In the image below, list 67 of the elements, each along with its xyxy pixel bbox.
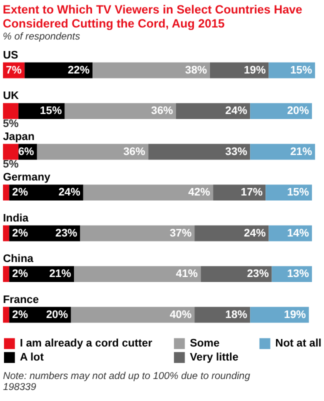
legend-label: Not at all (275, 338, 322, 350)
data-label: 36% (151, 105, 174, 118)
data-label: 19% (284, 308, 306, 321)
data-label: 42% (188, 186, 210, 199)
data-label: 7% (6, 64, 22, 76)
bar (36, 144, 148, 160)
data-label: 20% (287, 105, 310, 118)
data-label: 15% (40, 105, 62, 118)
chart-subtitle: % of respondents (2, 31, 80, 42)
bar (148, 144, 250, 160)
data-label: 15% (287, 186, 310, 199)
data-label: 24% (225, 105, 248, 118)
bar (83, 184, 214, 200)
legend-label: Some (190, 338, 220, 350)
y-tick-label: Germany (2, 172, 52, 184)
data-label: 33% (225, 146, 248, 158)
y-tick-label: India (2, 212, 30, 224)
data-label: 5% (2, 158, 19, 171)
text: Note: numbers may not add up to 100% due to rounding (2, 370, 251, 382)
data-label: 2% (12, 186, 28, 199)
data-label: 5% (2, 118, 19, 130)
data-label: 38% (185, 64, 208, 76)
bar (2, 266, 10, 282)
chart-title: Extent to Which TV Viewers in Select Countries Have Considered Cutting the Cord, Aug 2015 (2, 2, 303, 31)
data-label: 2% (12, 308, 28, 321)
data-label: 17% (240, 186, 263, 199)
data-label: 20% (46, 308, 68, 321)
legend-label: A lot (20, 351, 44, 364)
data-label: 21% (49, 268, 72, 280)
data-label: 23% (246, 268, 270, 280)
legend-label: I am already a cord cutter (20, 338, 153, 350)
data-label: 22% (68, 64, 90, 76)
bar (2, 103, 18, 119)
bar (176, 103, 250, 119)
y-tick-label: Japan (2, 130, 35, 143)
data-label: 19% (244, 64, 266, 76)
data-label: 14% (287, 227, 310, 240)
bar (70, 306, 195, 323)
data-label: 2% (12, 268, 28, 280)
bar (2, 144, 18, 160)
data-label: 2% (12, 227, 28, 240)
bar (74, 266, 201, 282)
data-label: 36% (123, 146, 146, 158)
data-label: 6% (18, 146, 34, 158)
data-label: 24% (58, 186, 81, 199)
y-tick-label: UK (2, 90, 19, 102)
data-label: 13% (287, 268, 310, 280)
bar (92, 62, 210, 78)
data-label: 21% (290, 146, 312, 158)
bar (2, 184, 10, 200)
data-label: 23% (55, 227, 78, 240)
bar (64, 103, 176, 119)
data-label: 41% (176, 268, 198, 280)
bar (200, 266, 272, 282)
legend-label: Very little (190, 351, 238, 364)
data-label: 18% (225, 308, 248, 321)
data-label: 37% (170, 227, 192, 240)
y-tick-label: US (2, 49, 18, 62)
y-tick-label: France (2, 294, 39, 306)
y-tick-label: China (2, 253, 34, 266)
data-label: 40% (170, 308, 192, 321)
data-label: 15% (290, 64, 312, 76)
bar (80, 225, 195, 242)
data-label: 24% (244, 227, 266, 240)
text: 198339 (2, 382, 37, 393)
bar (2, 225, 10, 242)
bar (2, 306, 10, 323)
